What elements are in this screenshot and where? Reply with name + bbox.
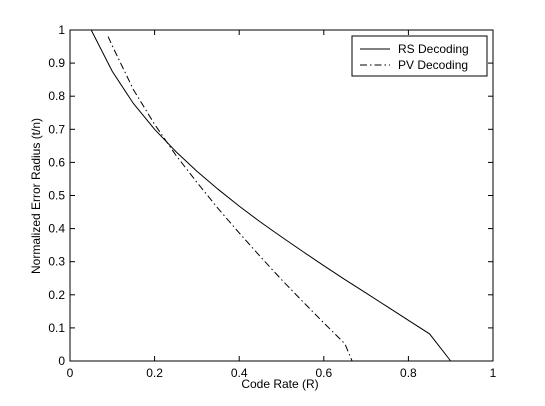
y-tick-label: 0.3 xyxy=(48,255,65,269)
x-tick-label: 0.2 xyxy=(146,366,163,380)
y-tick-label: 0.1 xyxy=(48,321,65,335)
legend: RS Decoding PV Decoding xyxy=(351,35,488,77)
y-axis-label: Normalized Error Radius (t/n) xyxy=(29,118,43,274)
x-tick-label: 0.8 xyxy=(400,366,417,380)
series-line-rs-decoding xyxy=(90,29,452,362)
x-axis-label: Code Rate (R) xyxy=(241,377,318,391)
y-tick-label: 0.7 xyxy=(48,122,65,136)
legend-box xyxy=(351,35,488,77)
x-tick-label: 0.6 xyxy=(315,366,332,380)
plot-area xyxy=(69,29,494,362)
series-line-pv-decoding xyxy=(107,36,353,362)
x-tick-label: 0.4 xyxy=(231,366,248,380)
y-tick-label: 0 xyxy=(58,354,65,368)
y-tick-label: 0.2 xyxy=(48,288,65,302)
axis-ticks: 0 0.2 0.4 0.6 0.8 1 0 0.1 0.2 0.3 0.4 0.5 0.6 0.7 0.8 0… xyxy=(48,23,496,380)
series-lines xyxy=(90,29,452,362)
x-tick-label: 0 xyxy=(67,366,74,380)
y-tick-label: 1 xyxy=(58,23,65,37)
y-tick-label: 0.9 xyxy=(48,56,65,70)
y-tick-label: 0.4 xyxy=(48,222,65,236)
y-tick-label: 0.5 xyxy=(48,189,65,203)
y-tick-label: 0.8 xyxy=(48,89,65,103)
legend-entry: PV Decoding xyxy=(398,58,468,72)
x-tick-label: 1 xyxy=(490,366,497,380)
legend-entry: RS Decoding xyxy=(398,42,469,56)
y-tick-label: 0.6 xyxy=(48,155,65,169)
plot-frame xyxy=(69,29,494,362)
